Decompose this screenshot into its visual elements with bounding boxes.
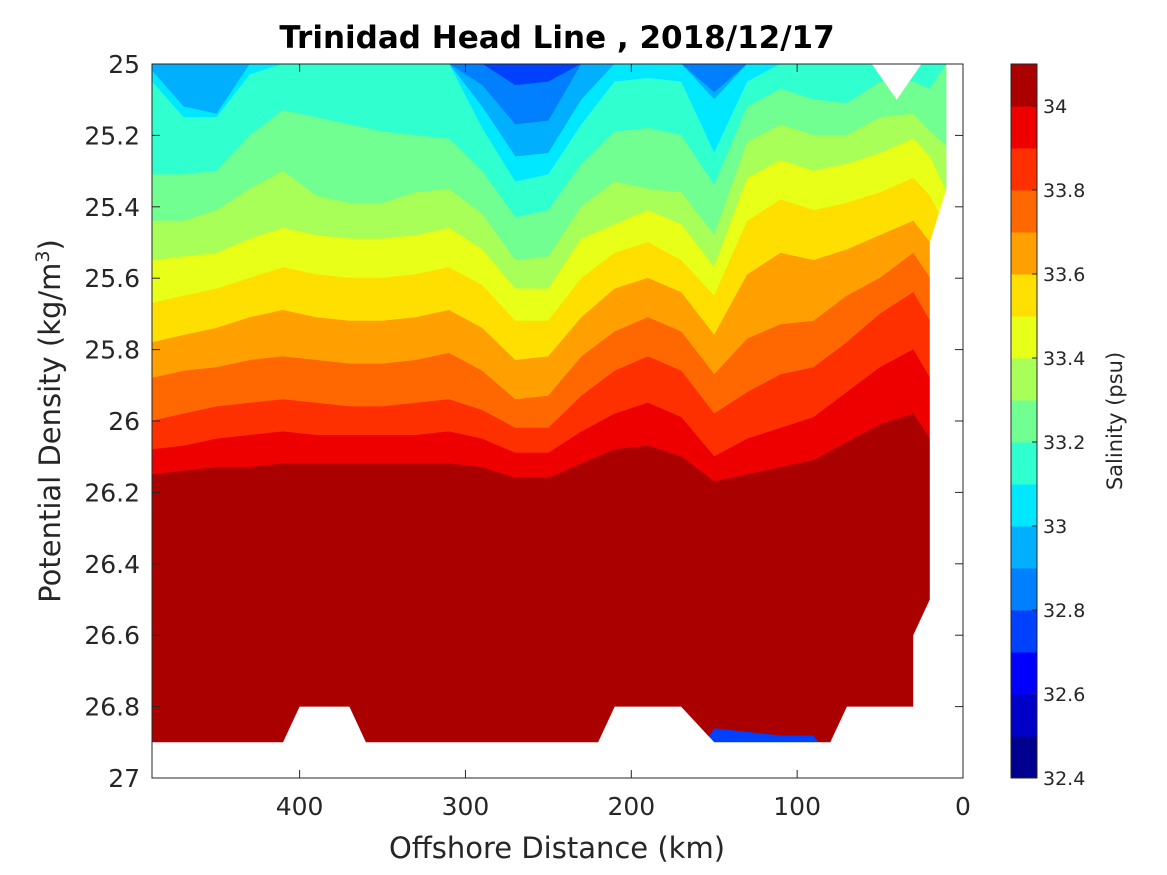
y-tick-label: 26 (108, 407, 140, 436)
y-tick-label: 26.6 (84, 621, 140, 650)
chart-title: Trinidad Head Line , 2018/12/17 (279, 20, 834, 56)
y-tick-label: 26.8 (84, 693, 140, 722)
y-tick-label: 26.2 (84, 478, 140, 507)
colorbar-segment-33.3 (1011, 358, 1037, 401)
colorbar-label: Salinity (psu) (1103, 352, 1127, 490)
colorbar-segment-33.7 (1011, 190, 1037, 233)
colorbar-segment-33.8 (1011, 148, 1037, 191)
colorbar: 32.4 32.6 32.8 33 33.2 33.4 33.6 33.8 34 (1010, 63, 1085, 790)
colorbar-segment-32.4 (1011, 736, 1037, 779)
contour-band-32.9 (152, 64, 947, 183)
colorbar-segment-32.7 (1011, 610, 1037, 653)
colorbar-tick-label: 32.4 (1043, 768, 1085, 790)
x-tick-label: 100 (773, 792, 821, 821)
colorbar-segment-33.5 (1011, 274, 1037, 317)
x-tick-label: 0 (955, 792, 971, 821)
contour-band-32.7 (152, 64, 947, 126)
no-data-notch (871, 64, 922, 100)
y-axis-label-main: Potential Density (kg/m (33, 263, 67, 603)
colorbar-segment-33.4 (1011, 316, 1037, 359)
colorbar-tick-label: 34 (1043, 96, 1067, 118)
salinity-contour-fill (152, 64, 963, 778)
colorbar-frame (1010, 63, 1038, 779)
colorbar-tick-label: 32.8 (1043, 600, 1085, 622)
x-axis: 400 300 200 100 0 (276, 64, 971, 821)
colorbar-segment-34 (1011, 64, 1037, 107)
colorbar-segment-33 (1011, 484, 1037, 527)
y-tick-label: 27 (108, 764, 140, 793)
colorbar-segment-33.9 (1011, 106, 1037, 149)
colorbar-segment-32.6 (1011, 652, 1037, 695)
colorbar-tick-label: 33.6 (1043, 264, 1085, 286)
y-axis: 25 25.2 25.4 25.6 25.8 26 26.2 26.4 26.6 26.8 27 (84, 50, 963, 793)
y-tick-label: 25.6 (84, 264, 140, 293)
colorbar-tick-label: 32.6 (1043, 684, 1085, 706)
colorbar-tick-label: 33.4 (1043, 348, 1085, 370)
colorbar-tick-label: 33.2 (1043, 432, 1085, 454)
x-tick-label: 400 (276, 792, 324, 821)
y-tick-label: 25.2 (84, 121, 140, 150)
no-data-mask (152, 64, 963, 778)
x-tick-label: 300 (442, 792, 490, 821)
y-tick-label: 26.4 (84, 550, 140, 579)
y-tick-label: 25.4 (84, 193, 140, 222)
contour-band-32.8 (152, 64, 947, 158)
colorbar-segment-33.1 (1011, 442, 1037, 485)
y-axis-label-sup: 3 (32, 250, 54, 262)
no-data-region (152, 64, 963, 778)
y-axis-label-end: ) (33, 239, 67, 250)
colorbar-tick-label: 33.8 (1043, 180, 1085, 202)
y-tick-label: 25.8 (84, 336, 140, 365)
y-tick-label: 25 (108, 50, 140, 79)
y-axis-label: Potential Density (kg/m3) (32, 239, 67, 603)
colorbar-segment-33.6 (1011, 232, 1037, 275)
contour-band-32.6 (152, 64, 947, 86)
colorbar-segment-33.2 (1011, 400, 1037, 443)
colorbar-segment-32.5 (1011, 694, 1037, 737)
x-axis-label: Offshore Distance (km) (389, 831, 725, 865)
colorbar-tick-label: 33 (1043, 516, 1067, 538)
colorbar-segment-32.8 (1011, 568, 1037, 611)
colorbar-segment-32.9 (1011, 526, 1037, 569)
x-tick-label: 200 (607, 792, 655, 821)
